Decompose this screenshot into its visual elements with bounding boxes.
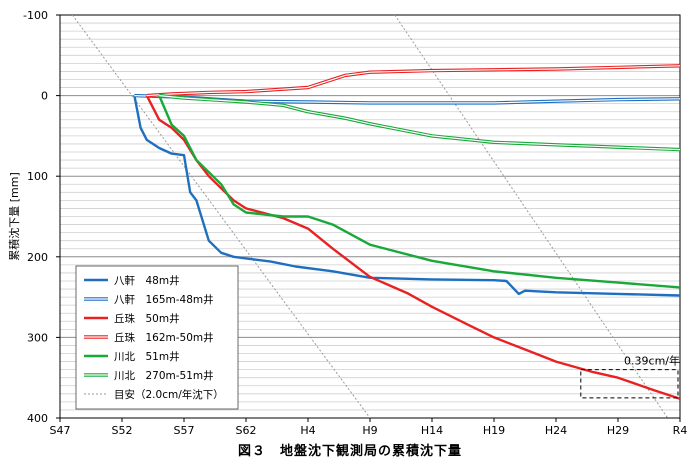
plot-area [71,15,680,418]
series-line-3 [146,64,680,98]
y-tick-label: 400 [27,412,48,425]
legend-label: 八軒 165m-48m井 [114,293,214,306]
series-line-inner-3 [146,65,680,97]
x-tick-label: H19 [483,424,505,437]
y-tick-label: 300 [27,331,48,344]
x-tick-label: S47 [50,424,71,437]
x-tick-label: H24 [545,424,567,437]
legend-label: 丘珠 50m井 [114,312,180,325]
x-tick-label: H14 [421,424,443,437]
y-tick-label: -100 [23,9,48,22]
x-tick-label: H29 [607,424,629,437]
series-line-0 [133,95,680,297]
x-tick-label: R4 [673,424,688,437]
guide-line-2cm-per-year [394,15,669,418]
y-tick-label: 200 [27,251,48,264]
legend-label: 目安（2.0cm/年沈下） [114,388,224,401]
series-line-4 [158,95,680,289]
x-tick-label: S52 [112,424,133,437]
series-line-inner-5 [159,95,680,151]
guide-line-2cm-per-year [71,15,371,418]
annotation-label: 0.39cm/年 [624,354,680,368]
y-tick-label: 0 [41,90,48,103]
y-axis-label: 累積沈下量 [mm] [7,172,21,261]
legend-label: 丘珠 162m-50m井 [114,331,214,344]
x-tick-label: S62 [236,424,257,437]
legend-label: 川北 51m井 [114,350,180,363]
figure-caption: 図３ 地盤沈下観測局の累積沈下量 [237,444,462,459]
x-tick-label: H9 [362,424,377,437]
legend-label: 八軒 48m井 [114,274,180,287]
x-tick-label: H4 [300,424,315,437]
y-tick-label: 100 [27,170,48,183]
x-tick-label: S57 [174,424,195,437]
legend-label: 川北 270m-51m井 [114,369,214,382]
